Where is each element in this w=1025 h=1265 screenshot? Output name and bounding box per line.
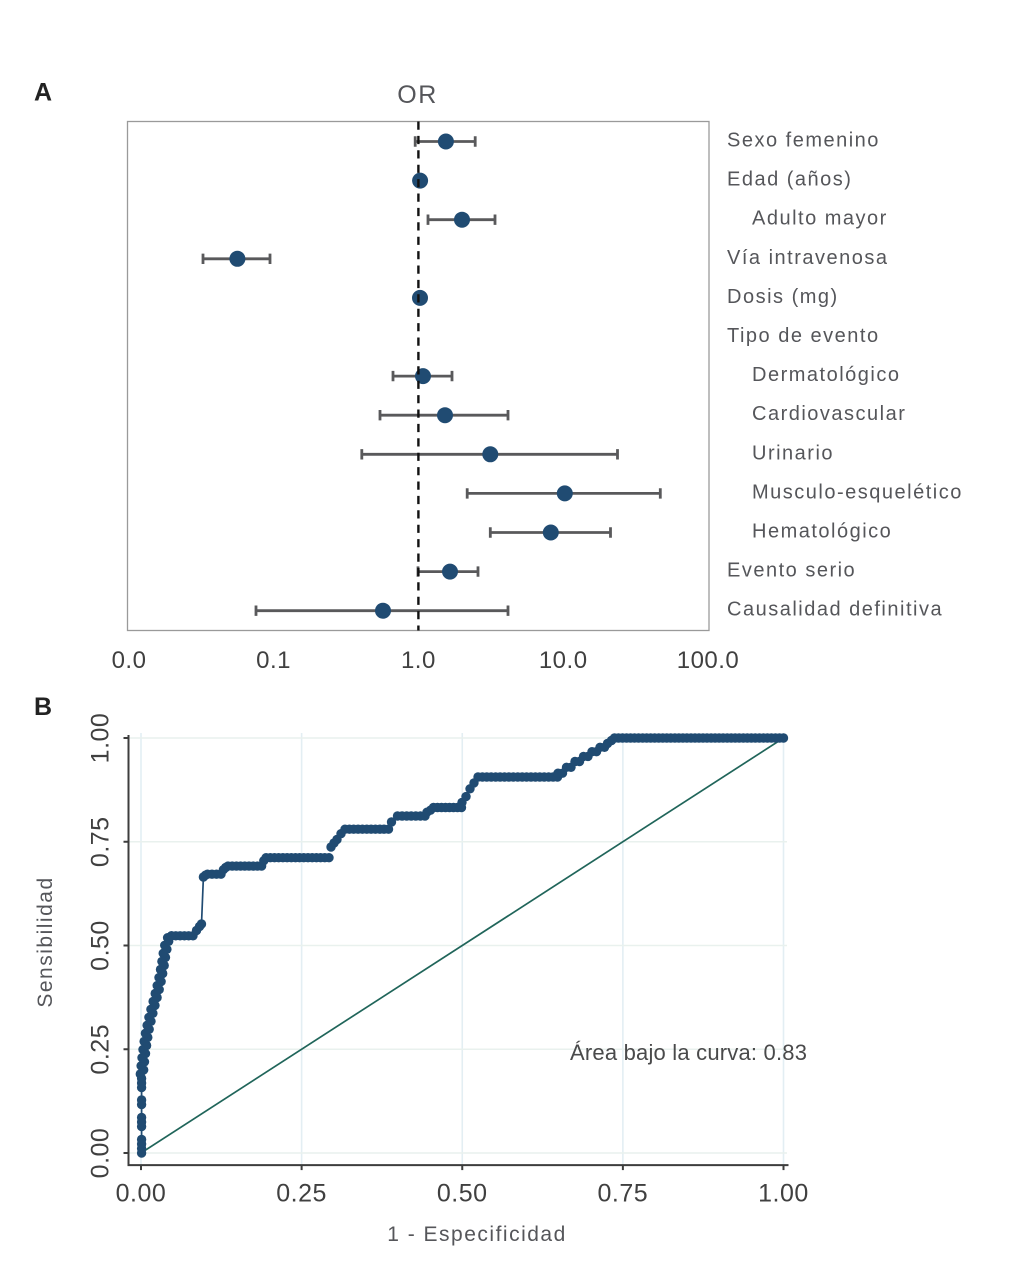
svg-text:Vía intravenosa: Vía intravenosa: [727, 247, 888, 269]
svg-text:1 - Especificidad: 1 - Especificidad: [387, 1223, 567, 1246]
svg-text:Sensibilidad: Sensibilidad: [34, 876, 57, 1007]
svg-text:Musculo-esquelético: Musculo-esquelético: [752, 481, 963, 503]
svg-text:Dosis (mg): Dosis (mg): [727, 286, 839, 308]
svg-text:Adulto mayor: Adulto mayor: [752, 208, 888, 230]
svg-text:Edad (años): Edad (años): [727, 169, 852, 191]
svg-text:Hematológico: Hematológico: [752, 521, 892, 543]
svg-text:0.0: 0.0: [112, 647, 147, 674]
svg-text:1.00: 1.00: [758, 1180, 809, 1208]
svg-text:OR: OR: [397, 81, 438, 109]
svg-text:0.25: 0.25: [276, 1180, 327, 1208]
svg-text:0.25: 0.25: [87, 1024, 115, 1075]
svg-text:Sexo femenino: Sexo femenino: [727, 130, 880, 152]
svg-text:0.00: 0.00: [116, 1180, 167, 1208]
svg-text:0.1: 0.1: [256, 647, 291, 674]
svg-text:Urinario: Urinario: [752, 442, 834, 464]
svg-text:0.75: 0.75: [87, 816, 115, 867]
svg-text:Causalidad definitiva: Causalidad definitiva: [727, 599, 943, 621]
svg-text:0.50: 0.50: [437, 1180, 488, 1208]
svg-text:Evento serio: Evento serio: [727, 560, 856, 582]
svg-text:10.0: 10.0: [539, 647, 588, 674]
svg-text:0.75: 0.75: [598, 1180, 649, 1208]
svg-text:Dermatológico: Dermatológico: [752, 364, 900, 386]
svg-text:Área bajo la curva: 0.83: Área bajo la curva: 0.83: [570, 1040, 807, 1065]
svg-text:0.00: 0.00: [87, 1128, 115, 1179]
svg-text:A: A: [34, 79, 53, 107]
svg-text:100.0: 100.0: [677, 647, 740, 674]
svg-text:1.0: 1.0: [401, 647, 436, 674]
svg-text:0.50: 0.50: [87, 920, 115, 971]
svg-text:Tipo de evento: Tipo de evento: [727, 325, 880, 347]
svg-text:B: B: [34, 693, 53, 721]
svg-text:Cardiovascular: Cardiovascular: [752, 403, 906, 425]
svg-text:1.00: 1.00: [87, 713, 115, 764]
